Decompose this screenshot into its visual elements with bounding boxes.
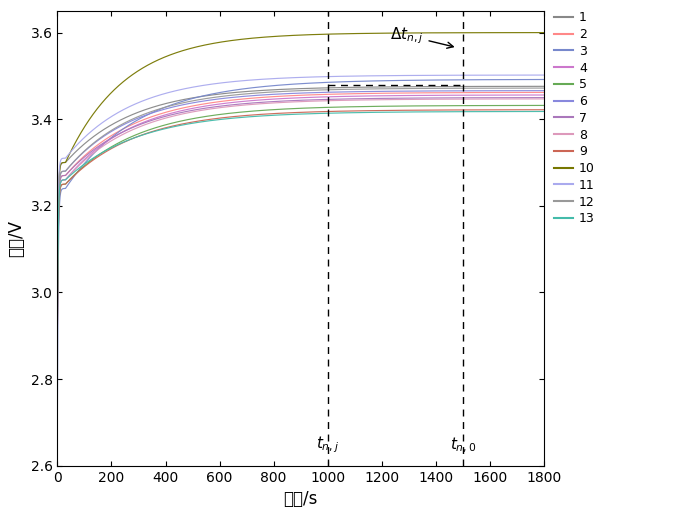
Text: $t_{n,j}$: $t_{n,j}$ [316, 434, 339, 455]
Y-axis label: 电压/V: 电压/V [7, 220, 25, 257]
X-axis label: 时间/s: 时间/s [283, 490, 318, 508]
Legend: 1, 2, 3, 4, 5, 6, 7, 8, 9, 10, 11, 12, 13: 1, 2, 3, 4, 5, 6, 7, 8, 9, 10, 11, 12, 1… [549, 6, 600, 230]
Text: $t_{n,0}$: $t_{n,0}$ [450, 436, 476, 455]
Text: $\Delta t_{n,j}$: $\Delta t_{n,j}$ [390, 25, 453, 48]
